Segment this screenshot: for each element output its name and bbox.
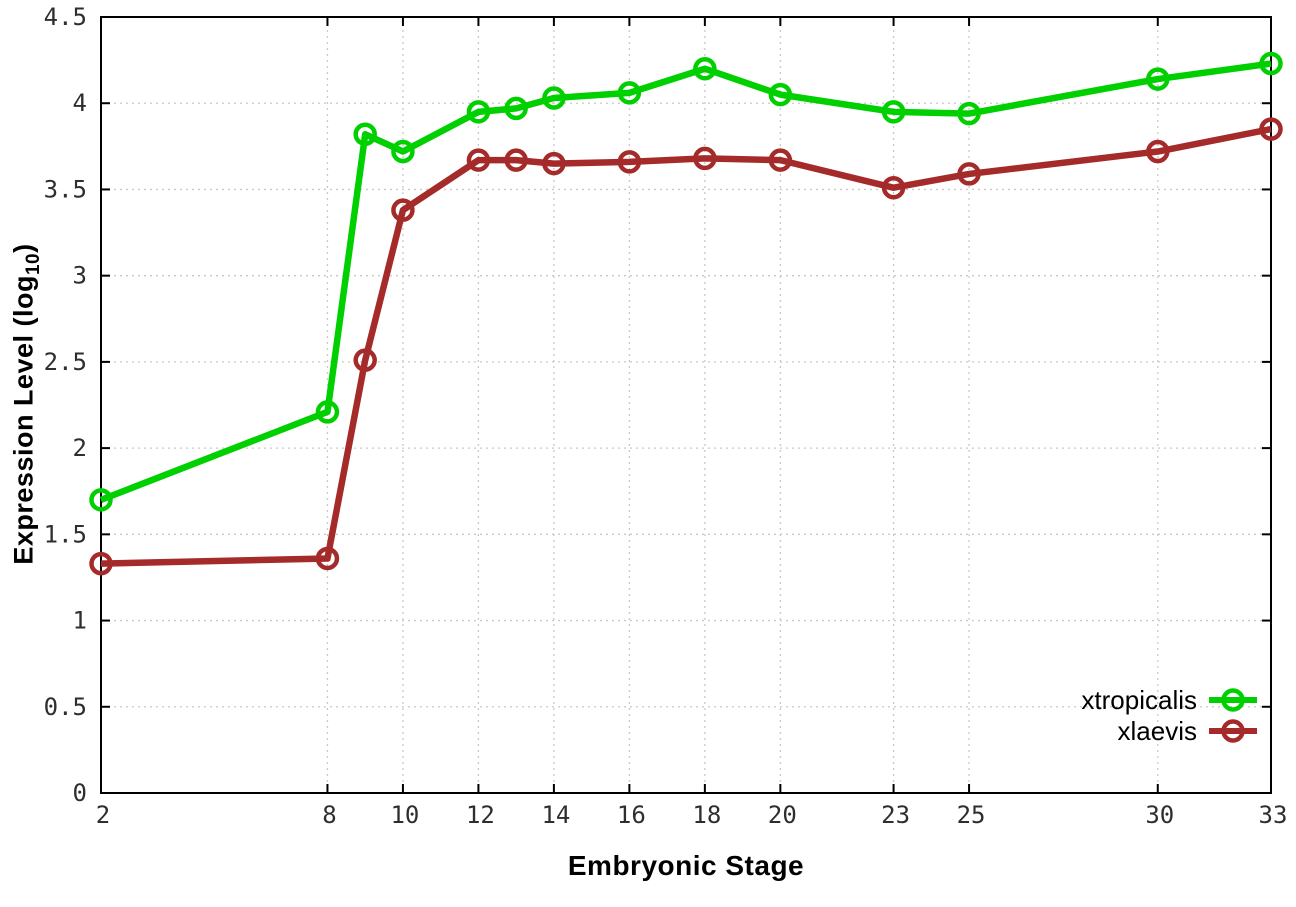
x-tick-label: 20 (768, 801, 797, 829)
y-tick-label: 0.5 (44, 693, 87, 721)
y-axis-title: Expression Level (log10) (8, 243, 44, 565)
y-tick-label: 3.5 (44, 175, 87, 203)
data-point-xtropicalis (542, 86, 566, 110)
data-point-xlaevis (353, 348, 377, 372)
y-axis-title-text: Expression Level (log (8, 275, 39, 565)
x-tick-label: 2 (96, 801, 110, 829)
data-point-xtropicalis (391, 139, 415, 164)
y-tick-label: 2 (73, 434, 87, 462)
legend: xtropicalis xlaevis (1081, 686, 1259, 745)
legend-sample-point (1221, 688, 1245, 712)
data-point-xlaevis (617, 150, 642, 174)
data-point-xlaevis (1259, 117, 1283, 141)
legend-marker-icon (1209, 719, 1257, 743)
data-point-xlaevis (881, 175, 906, 200)
x-tick-label: 23 (881, 801, 910, 829)
legend-sample-point (1221, 719, 1245, 743)
data-point-xlaevis (89, 551, 113, 576)
x-tick-label: 8 (322, 801, 336, 829)
data-point-xtropicalis (353, 122, 377, 147)
data-point-xlaevis (693, 146, 717, 171)
data-point-xlaevis (768, 148, 793, 172)
data-point-xlaevis (504, 148, 528, 172)
legend-label: xtropicalis (1081, 685, 1197, 715)
x-tick-label: 18 (692, 801, 721, 829)
data-point-xtropicalis (89, 488, 113, 512)
y-tick-label: 1 (73, 607, 87, 635)
x-tick-label: 10 (390, 801, 419, 829)
data-point-xtropicalis (768, 82, 793, 107)
y-tick-label: 3 (73, 262, 87, 290)
x-tick-label: 30 (1145, 801, 1174, 829)
series-line-xtropicalis (99, 60, 1272, 503)
y-tick-label: 0 (73, 779, 87, 807)
data-point-xtropicalis (315, 400, 340, 424)
data-point-xlaevis (466, 148, 491, 172)
y-tick-label: 4 (73, 89, 87, 117)
data-point-xlaevis (315, 546, 340, 571)
legend-item-xlaevis: xlaevis (1118, 717, 1259, 745)
y-axis-title-suffix: ) (8, 243, 39, 253)
x-tick-label: 25 (957, 801, 986, 829)
plot-border (100, 16, 1272, 794)
x-tick-label: 33 (1259, 801, 1288, 829)
data-point-xlaevis (542, 151, 566, 176)
data-point-xlaevis (391, 198, 415, 222)
series-line-xlaevis (100, 125, 1272, 567)
x-axis-title: Embryonic Stage (567, 850, 805, 881)
data-point-xtropicalis (957, 101, 981, 126)
x-tick-label: 16 (617, 801, 646, 829)
data-point-xtropicalis (693, 56, 717, 81)
y-tick-label: 2.5 (44, 348, 87, 376)
legend-marker-icon (1209, 688, 1257, 712)
legend-label: xlaevis (1117, 716, 1197, 746)
x-tick-label: 12 (466, 801, 495, 829)
data-point-xlaevis (957, 162, 981, 186)
data-point-xlaevis (1146, 139, 1170, 164)
data-point-xtropicalis (504, 96, 528, 121)
data-point-xtropicalis (466, 100, 491, 124)
data-point-xtropicalis (1259, 51, 1283, 76)
data-point-xtropicalis (1146, 67, 1170, 91)
y-tick-label: 4.5 (44, 3, 87, 31)
data-point-xtropicalis (881, 100, 906, 124)
legend-item-xtropicalis: xtropicalis (1081, 686, 1259, 714)
data-point-xtropicalis (617, 81, 642, 105)
y-tick-label: 1.5 (44, 520, 87, 548)
y-axis-title-subscript: 10 (22, 252, 44, 276)
x-tick-label: 14 (541, 801, 570, 829)
